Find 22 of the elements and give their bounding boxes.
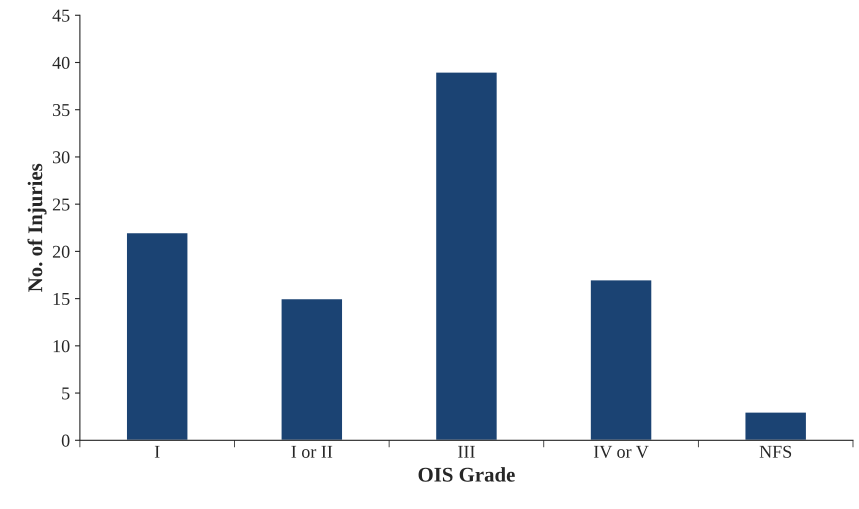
y-tick-label: 40 (52, 56, 70, 69)
x-tick-label: I (154, 446, 160, 458)
x-tick-label: III (458, 446, 475, 458)
y-tick-label: 25 (52, 198, 70, 211)
x-tick-label: IV or V (594, 446, 649, 458)
x-tick-label: I or II (291, 446, 332, 458)
y-tick-label: 15 (54, 292, 70, 306)
x-axis-title: OIS Grade (418, 467, 515, 482)
bar (434, 71, 498, 440)
bar (589, 279, 653, 440)
y-tick-label: 30 (52, 151, 70, 164)
bar (126, 232, 189, 440)
y-tick-label: 20 (52, 246, 70, 258)
y-tick-label: 0 (62, 434, 70, 447)
bar (280, 298, 344, 440)
y-tick-label: 10 (54, 340, 70, 352)
y-tick-label: 45 (52, 10, 70, 22)
y-axis-title: No. of Injuries (27, 164, 47, 292)
x-tick-label: NFS (760, 446, 792, 458)
bar (744, 411, 808, 440)
y-tick-label: 5 (62, 388, 70, 400)
y-tick-label: 35 (52, 104, 70, 116)
